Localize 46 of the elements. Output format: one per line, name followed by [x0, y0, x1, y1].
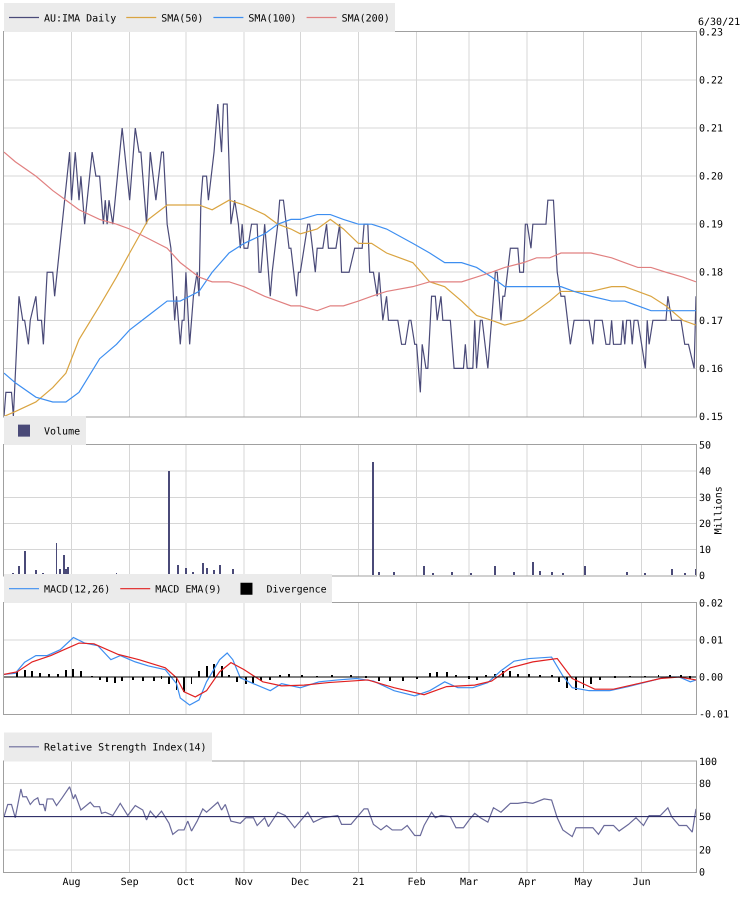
y-tick-label: 0.02	[699, 598, 724, 610]
x-tick-label: 21	[352, 877, 364, 888]
y-tick-label: 0.23	[699, 28, 724, 38]
text: 6/30/21	[698, 17, 740, 28]
x-tick-label: May	[574, 877, 593, 888]
x-tick-label: Jun	[632, 877, 651, 888]
y-tick-label: 0.16	[699, 364, 724, 375]
x-tick-label: Sep	[120, 877, 139, 888]
y-axis-title: Millions	[714, 486, 725, 534]
y-tick-label: 10	[699, 544, 712, 556]
legend-label: Divergence	[266, 584, 327, 596]
y-tick-label: 0.21	[699, 124, 724, 135]
y-tick-label: 0.01	[699, 636, 724, 647]
y-tick-label: 0.19	[699, 220, 724, 231]
legend-label: SMA(200)	[342, 13, 390, 24]
x-tick-label: Oct	[176, 877, 195, 888]
y-tick-label: 20	[699, 518, 712, 530]
y-tick-label: 0.22	[699, 76, 724, 87]
legend-label: Relative Strength Index(14)	[44, 742, 207, 754]
x-tick-label: Feb	[408, 877, 426, 888]
legend-label: SMA(50)	[161, 13, 204, 24]
legend-label: MACD(12,26)	[44, 584, 110, 596]
legend-label: AU:IMA Daily	[44, 13, 116, 24]
y-tick-label: 80	[699, 778, 712, 790]
y-tick-label: 0.00	[699, 672, 724, 684]
y-tick-label: 40	[699, 466, 712, 478]
legend-label: MACD EMA(9)	[155, 584, 222, 596]
y-tick-label: 50	[699, 440, 712, 452]
y-tick-label: 50	[699, 812, 712, 824]
y-tick-label: 100	[699, 756, 718, 768]
x-tick-label: Mar	[460, 877, 478, 888]
y-tick-label: 0.15	[699, 412, 724, 423]
legend-label: Volume	[44, 426, 80, 438]
legend-label: SMA(100)	[248, 13, 297, 24]
y-tick-label: 0.20	[699, 172, 724, 183]
y-tick-label: -0.01	[699, 709, 730, 720]
x-tick-label: Aug	[62, 877, 81, 888]
y-tick-label: 0.18	[699, 268, 724, 279]
y-tick-label: 30	[699, 492, 712, 504]
y-tick-label: 20	[699, 845, 712, 856]
y-tick-label: 0	[699, 868, 706, 878]
y-tick-label: 0	[699, 571, 706, 582]
y-tick-label: 0.17	[699, 316, 724, 327]
x-tick-label: Nov	[235, 877, 254, 888]
x-tick-label: Dec	[291, 877, 310, 888]
x-tick-label: Apr	[518, 877, 536, 888]
